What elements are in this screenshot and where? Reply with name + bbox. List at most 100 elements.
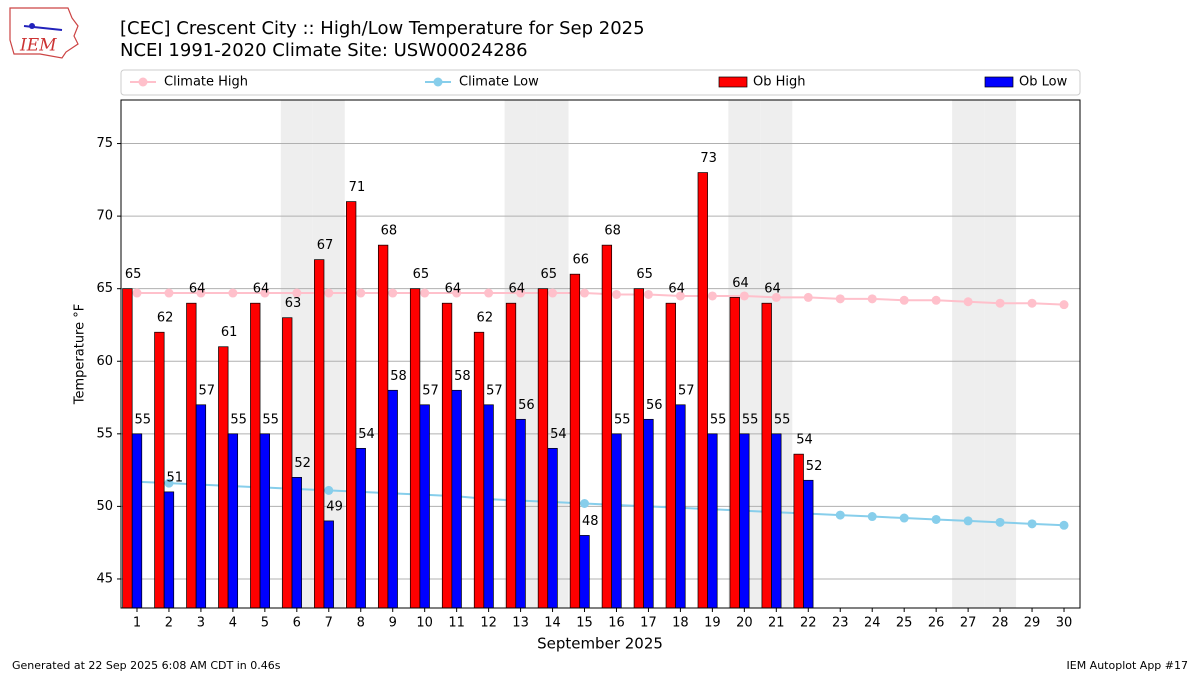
- data-label: 55: [742, 412, 759, 427]
- line-marker: [899, 295, 909, 305]
- bar: [675, 404, 686, 609]
- data-label: 65: [636, 267, 653, 282]
- legend-label: Climate High: [164, 75, 248, 90]
- bar: [515, 418, 526, 609]
- logo-dot: [29, 23, 35, 29]
- x-tick-label: 12: [480, 616, 497, 631]
- data-label: 54: [796, 433, 813, 448]
- bar: [409, 288, 421, 609]
- data-label: 57: [486, 383, 503, 398]
- data-label: 64: [732, 276, 749, 291]
- line-marker: [771, 292, 781, 302]
- data-label: 73: [700, 151, 717, 166]
- plot-frame: [120, 99, 1081, 609]
- line-marker: [420, 288, 430, 298]
- line-marker: [452, 288, 462, 298]
- legend-label: Ob Low: [1019, 75, 1068, 90]
- data-label: 64: [668, 282, 685, 297]
- line-marker: [580, 288, 590, 298]
- x-tick-label: 29: [1024, 616, 1041, 631]
- data-label: 49: [326, 499, 343, 514]
- line-marker: [164, 478, 174, 488]
- line-marker: [675, 291, 685, 301]
- x-tick-label: 20: [736, 616, 753, 631]
- bar: [346, 201, 357, 609]
- bar: [227, 433, 239, 609]
- bar: [154, 331, 165, 609]
- line-marker: [1059, 520, 1069, 530]
- x-tick-label: 5: [261, 616, 269, 631]
- x-tick-label: 23: [832, 616, 849, 631]
- bar: [250, 302, 261, 609]
- data-label: 56: [518, 398, 535, 413]
- x-tick-label: 16: [608, 616, 625, 631]
- bar: [729, 297, 740, 609]
- line-marker: [835, 510, 845, 520]
- x-tick-label: 6: [293, 616, 301, 631]
- data-label: 66: [572, 253, 589, 268]
- bar: [569, 273, 581, 609]
- data-label: 55: [614, 412, 631, 427]
- legend-box: [120, 69, 1081, 96]
- data-label: 64: [253, 282, 270, 297]
- data-label: 64: [764, 282, 781, 297]
- data-label: 67: [317, 238, 334, 253]
- data-label: 65: [125, 267, 142, 282]
- weekend-shade: [984, 100, 1017, 608]
- footer-right: IEM Autoplot App #17: [1067, 659, 1189, 672]
- data-label: 68: [381, 224, 398, 239]
- line-marker: [995, 298, 1005, 308]
- x-tick-label: 21: [768, 616, 785, 631]
- line-marker: [867, 512, 877, 522]
- y-tick-label: 70: [96, 209, 113, 224]
- bar: [505, 302, 517, 609]
- line-marker: [1027, 298, 1037, 308]
- chart-title: [CEC] Crescent City :: High/Low Temperat…: [120, 18, 645, 39]
- logo-text: IEM: [19, 36, 57, 56]
- bar: [291, 477, 302, 609]
- line-marker: [963, 516, 973, 526]
- data-label: 65: [413, 267, 430, 282]
- data-label: 58: [390, 369, 407, 384]
- bar: [441, 302, 453, 609]
- bar: [483, 404, 494, 609]
- bar: [218, 346, 229, 609]
- bar: [122, 288, 133, 609]
- x-tick-label: 10: [416, 616, 433, 631]
- x-tick-label: 22: [800, 616, 817, 631]
- data-label: 52: [294, 456, 311, 471]
- line: [136, 292, 1065, 306]
- line-marker: [1027, 519, 1037, 529]
- line-marker: [356, 288, 366, 298]
- x-tick-label: 4: [229, 616, 237, 631]
- line-marker: [292, 288, 302, 298]
- line-marker: [484, 288, 494, 298]
- line-marker: [899, 513, 909, 523]
- data-label: 64: [445, 282, 462, 297]
- line-marker: [548, 288, 558, 298]
- bar: [195, 404, 207, 609]
- bar: [793, 453, 804, 609]
- bar: [611, 433, 622, 609]
- data-label: 48: [582, 514, 599, 529]
- data-label: 71: [349, 180, 366, 195]
- legend-marker: [433, 77, 443, 87]
- bar: [163, 491, 175, 609]
- bar: [579, 535, 590, 609]
- bar: [186, 302, 197, 609]
- data-label: 55: [262, 412, 279, 427]
- weekend-shade: [952, 100, 985, 608]
- data-label: 63: [285, 296, 302, 311]
- bar: [419, 404, 430, 609]
- x-tick-label: 15: [576, 616, 593, 631]
- data-label: 57: [198, 383, 215, 398]
- x-tick-label: 14: [544, 616, 561, 631]
- bar: [377, 244, 389, 609]
- legend-label: Climate Low: [459, 75, 539, 90]
- data-label: 64: [189, 282, 206, 297]
- legend-marker: [138, 77, 148, 87]
- bar: [547, 447, 558, 609]
- line-marker: [707, 291, 717, 301]
- bar: [259, 433, 270, 609]
- x-tick-label: 9: [389, 616, 397, 631]
